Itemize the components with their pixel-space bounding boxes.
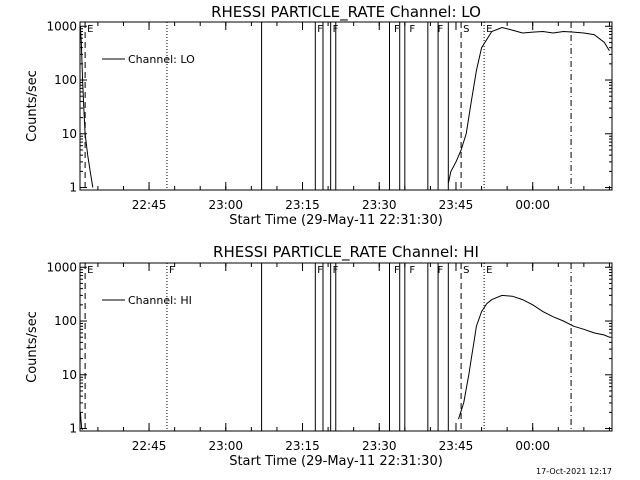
y-tick-label: 10 xyxy=(62,368,77,382)
x-tick-label: 23:15 xyxy=(285,198,320,212)
flag-label: F xyxy=(409,24,415,35)
series-line xyxy=(458,294,610,420)
flag-label: F xyxy=(333,265,339,276)
x-tick-label: 00:00 xyxy=(515,198,550,212)
y-tick-label: 1 xyxy=(69,181,77,195)
x-axis-label: Start Time (29-May-11 22:31:30) xyxy=(229,454,443,469)
x-tick-label: 23:45 xyxy=(439,198,474,212)
series-line xyxy=(79,26,94,188)
y-tick-label: 100 xyxy=(54,73,77,87)
legend-label: Channel: HI xyxy=(128,294,192,307)
y-tick-label: 10 xyxy=(62,127,77,141)
chart-title: RHESSI PARTICLE_RATE Channel: HI xyxy=(213,243,479,262)
flag-label: S xyxy=(463,24,469,35)
y-tick-label: 100 xyxy=(54,314,77,328)
plot-frame xyxy=(79,21,613,191)
series-line xyxy=(79,412,83,430)
x-tick-label: 23:00 xyxy=(208,198,243,212)
flag-label: F xyxy=(409,265,415,276)
footer-timestamp: 17-Oct-2021 12:17 xyxy=(536,467,612,476)
x-tick-label: 23:30 xyxy=(362,198,397,212)
y-axis-label: Counts/sec xyxy=(25,311,40,383)
x-tick-label: 23:15 xyxy=(285,439,320,453)
flag-label: E xyxy=(87,24,93,35)
flag-label: E xyxy=(87,265,93,276)
x-tick-label: 00:00 xyxy=(515,439,550,453)
flag-label: F xyxy=(394,24,400,35)
x-tick-label: 23:30 xyxy=(362,439,397,453)
flag-label: F xyxy=(169,265,175,276)
legend-label: Channel: LO xyxy=(128,53,195,66)
flag-label: E xyxy=(486,24,492,35)
x-tick-label: 23:45 xyxy=(439,439,474,453)
flag-label: F xyxy=(438,265,444,276)
y-tick-label: 1 xyxy=(69,422,77,436)
series-line xyxy=(447,26,610,184)
y-tick-label: 1000 xyxy=(46,19,77,33)
flag-label: F xyxy=(317,265,323,276)
x-tick-label: 22:45 xyxy=(132,439,167,453)
x-tick-label: 23:00 xyxy=(208,439,243,453)
y-axis-label: Counts/sec xyxy=(25,70,40,142)
x-axis-label: Start Time (29-May-11 22:31:30) xyxy=(229,213,443,228)
flag-label: S xyxy=(463,265,469,276)
flag-label: E xyxy=(486,265,492,276)
flag-label: F xyxy=(394,265,400,276)
flag-label: F xyxy=(438,24,444,35)
flag-label: F xyxy=(317,24,323,35)
plot-frame xyxy=(79,262,613,432)
x-tick-label: 22:45 xyxy=(132,198,167,212)
y-tick-label: 1000 xyxy=(46,260,77,274)
chart-title: RHESSI PARTICLE_RATE Channel: LO xyxy=(211,3,481,22)
flag-label: F xyxy=(333,24,339,35)
